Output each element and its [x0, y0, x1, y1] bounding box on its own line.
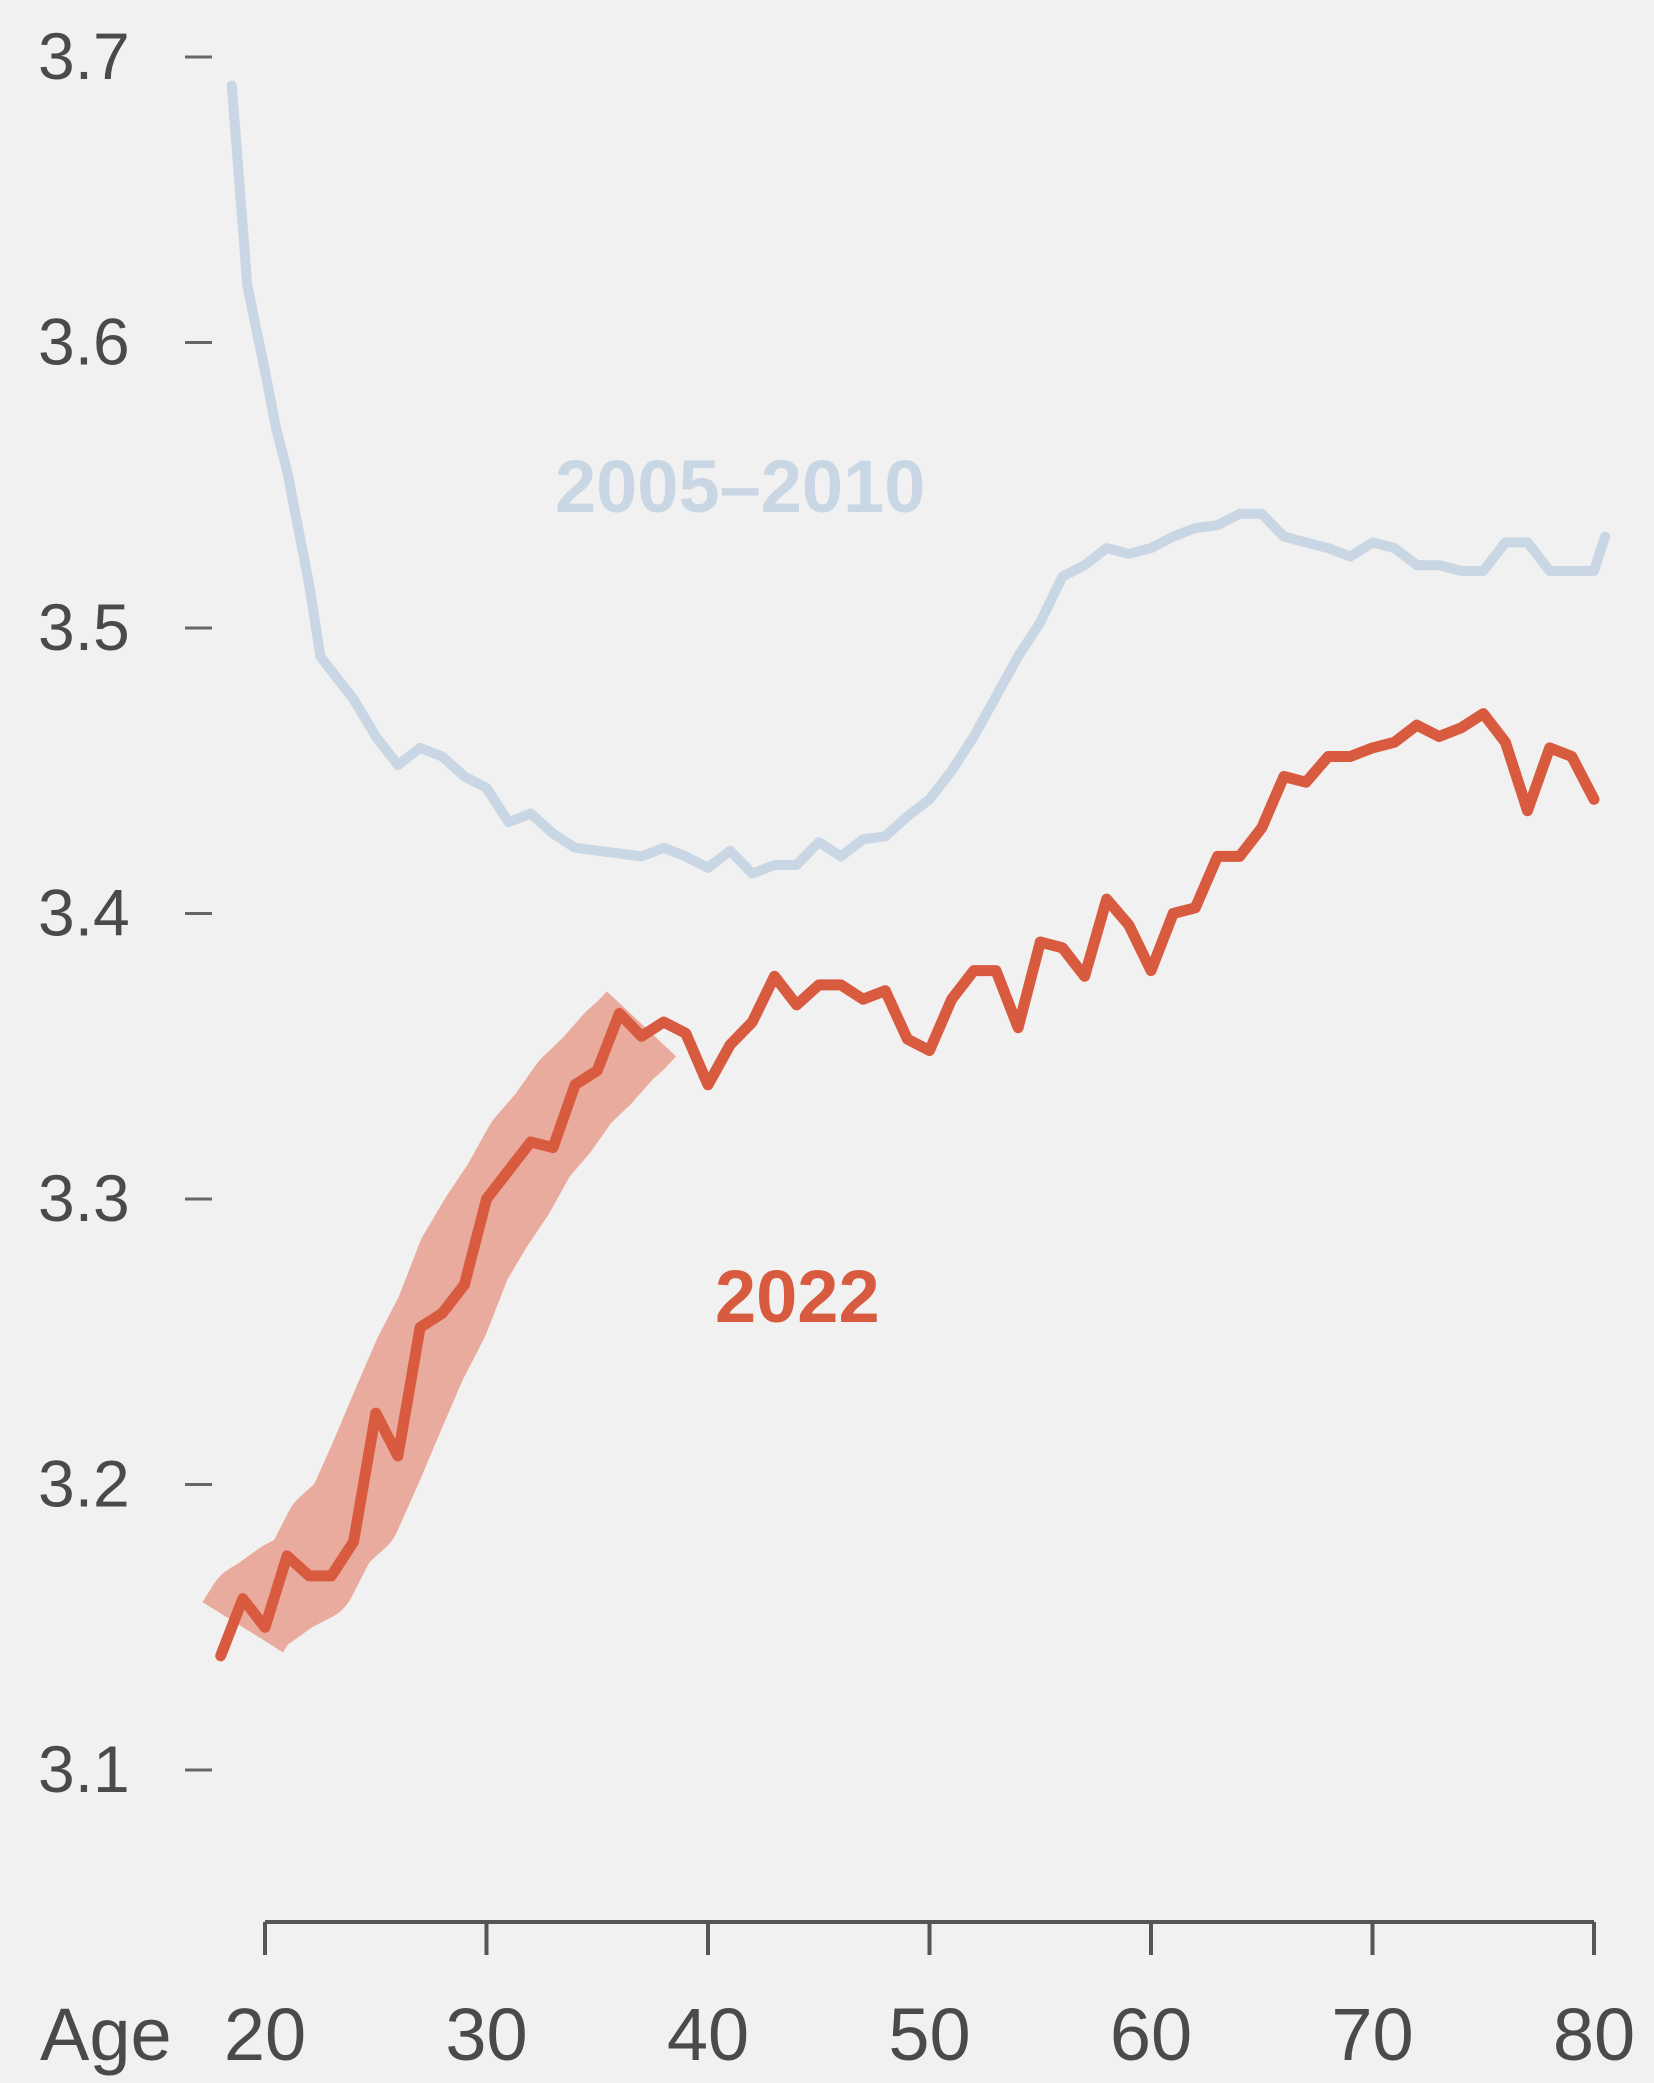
- series-label-2022: 2022: [715, 1255, 880, 1338]
- x-tick-label: 50: [888, 1993, 970, 2076]
- x-tick-label: 20: [224, 1993, 306, 2076]
- y-tick-label: 3.5: [38, 590, 130, 664]
- x-axis: 20 30 40 50 60 70 80: [224, 1920, 1635, 2076]
- series-layer: [215, 80, 1611, 1662]
- x-tick-label: 40: [667, 1993, 749, 2076]
- x-tick-label: 70: [1331, 1993, 1413, 2076]
- y-tick-label: 3.3: [38, 1161, 130, 1235]
- series-line-2022: [215, 708, 1600, 1662]
- y-tick-label: 3.7: [38, 19, 130, 93]
- series-line-2005-2010: [226, 80, 1611, 879]
- x-tick-label: 60: [1110, 1993, 1192, 2076]
- y-tick-label: 3.4: [38, 876, 130, 950]
- y-tick-label: 3.2: [38, 1447, 130, 1521]
- y-tick-label: 3.1: [38, 1732, 130, 1806]
- y-tick-label: 3.6: [38, 305, 130, 379]
- x-axis-title: Age: [40, 1993, 172, 2076]
- highlight-band-layer: [202, 988, 678, 1657]
- x-tick-label: 80: [1553, 1993, 1635, 2076]
- highlight-band: [202, 988, 678, 1657]
- x-tick-label: 30: [445, 1993, 527, 2076]
- series-label-2005-2010: 2005–2010: [555, 445, 925, 528]
- y-axis: 3.1 3.2 3.3 3.4 3.5 3.6 3.7: [38, 19, 212, 1806]
